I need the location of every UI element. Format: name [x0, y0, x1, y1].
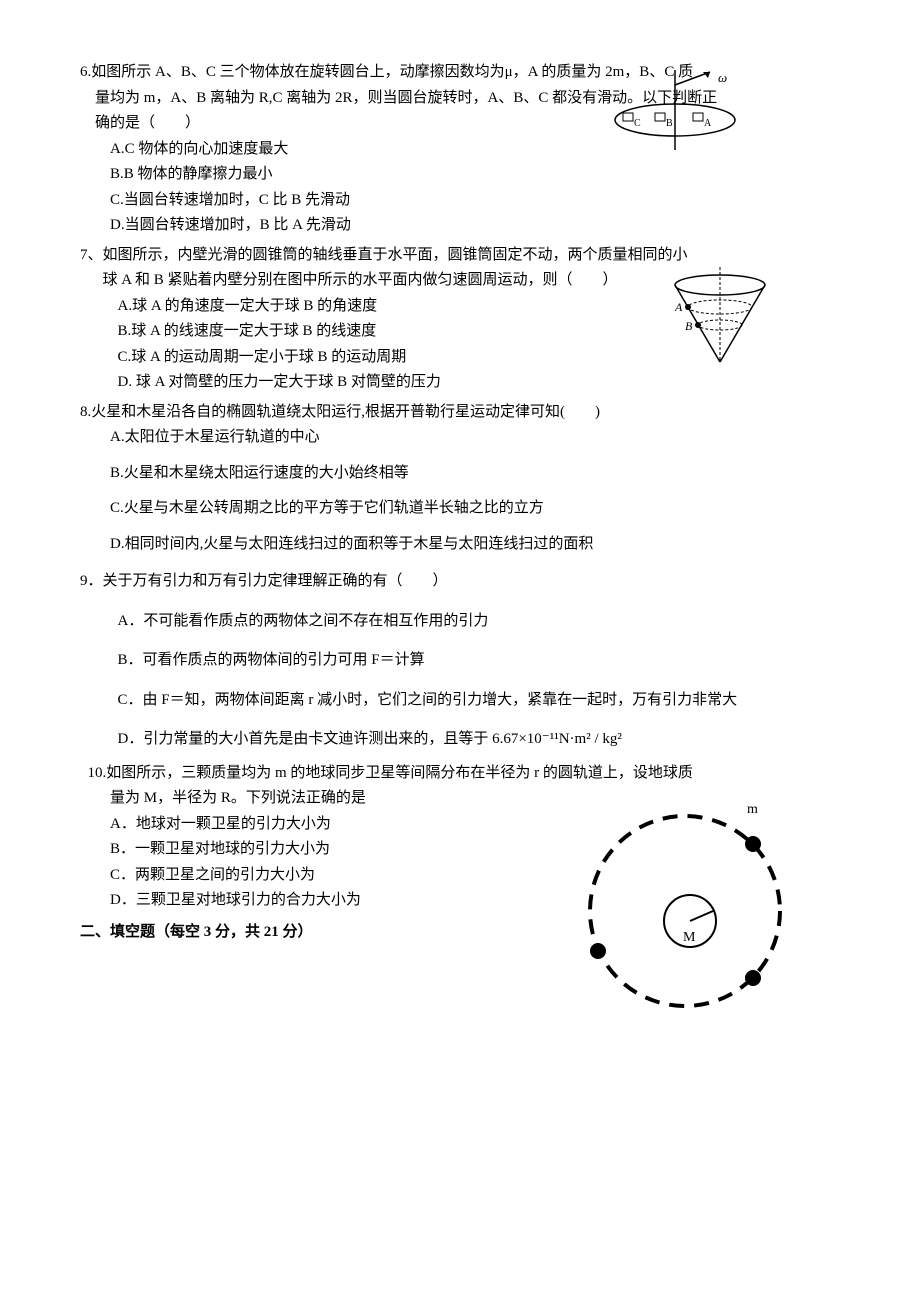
figure-cone: A B: [660, 267, 780, 377]
cone-label-a: A: [674, 300, 683, 314]
satellites-svg: M m: [570, 791, 800, 1021]
question-10: 10.如图所示，三颗质量均为 m 的地球同步卫星等间隔分布在半径为 r 的圆轨道…: [80, 761, 840, 914]
label-c: C: [634, 118, 641, 129]
q6-opt-c: C.当圆台转速增加时，C 比 B 先滑动: [110, 188, 840, 214]
q9-opt-a: A．不可能看作质点的两物体之间不存在相互作用的引力: [118, 609, 841, 635]
label-b: B: [666, 118, 673, 129]
question-7: 7、如图所示，内壁光滑的圆锥筒的轴线垂直于水平面，圆锥筒固定不动，两个质量相同的…: [80, 243, 840, 396]
q8-opt-b: B.火星和木星绕太阳运行速度的大小始终相等: [110, 461, 840, 487]
cone-label-b: B: [685, 319, 693, 333]
cone-svg: A B: [660, 267, 780, 367]
q9-options: A．不可能看作质点的两物体之间不存在相互作用的引力 B．可看作质点的两物体间的引…: [118, 609, 841, 753]
figure-satellites: M m: [570, 791, 800, 1031]
label-a: A: [704, 118, 712, 129]
q8-opt-d: D.相同时间内,火星与太阳连线扫过的面积等于木星与太阳连线扫过的面积: [110, 532, 840, 558]
q8-options: A.太阳位于木星运行轨道的中心 B.火星和木星绕太阳运行速度的大小始终相等 C.…: [110, 425, 840, 557]
label-earth: M: [683, 930, 696, 945]
q7-stem-2-text: 球 A 和 B 紧贴着内壁分别在图中所示的水平面内做匀速圆周运动，则（ ）: [103, 272, 618, 288]
q10-stem-1: 10.如图所示，三颗质量均为 m 的地球同步卫星等间隔分布在半径为 r 的圆轨道…: [88, 761, 841, 787]
q8-opt-c: C.火星与木星公转周期之比的平方等于它们轨道半长轴之比的立方: [110, 496, 840, 522]
q7-stem-1: 7、如图所示，内壁光滑的圆锥筒的轴线垂直于水平面，圆锥筒固定不动，两个质量相同的…: [80, 243, 840, 269]
q9-stem-1: 9．关于万有引力和万有引力定律理解正确的有（ ）: [80, 569, 840, 595]
q9-opt-d: D．引力常量的大小首先是由卡文迪许测出来的，且等于 6.67×10⁻¹¹N·m²…: [118, 727, 841, 753]
question-6: 6.如图所示 A、B、C 三个物体放在旋转圆台上，动摩擦因数均为μ，A 的质量为…: [80, 60, 840, 239]
q8-stem-1: 8.火星和木星沿各自的椭圆轨道绕太阳运行,根据开普勒行星运动定律可知( ): [80, 400, 840, 426]
question-8: 8.火星和木星沿各自的椭圆轨道绕太阳运行,根据开普勒行星运动定律可知( ) A.…: [80, 400, 840, 558]
question-9: 9．关于万有引力和万有引力定律理解正确的有（ ） A．不可能看作质点的两物体之间…: [80, 569, 840, 753]
q9-opt-c: C．由 F＝知，两物体间距离 r 减小时，它们之间的引力增大，紧靠在一起时，万有…: [140, 688, 840, 714]
figure-turntable: ω C B A: [600, 70, 750, 170]
omega-label: ω: [718, 70, 727, 85]
q8-opt-a: A.太阳位于木星运行轨道的中心: [110, 425, 840, 451]
turntable-svg: ω C B A: [600, 70, 750, 160]
label-sat-m: m: [747, 802, 758, 817]
q6-opt-d: D.当圆台转速增加时，B 比 A 先滑动: [110, 213, 840, 239]
q9-opt-b: B．可看作质点的两物体间的引力可用 F＝计算: [118, 648, 841, 674]
